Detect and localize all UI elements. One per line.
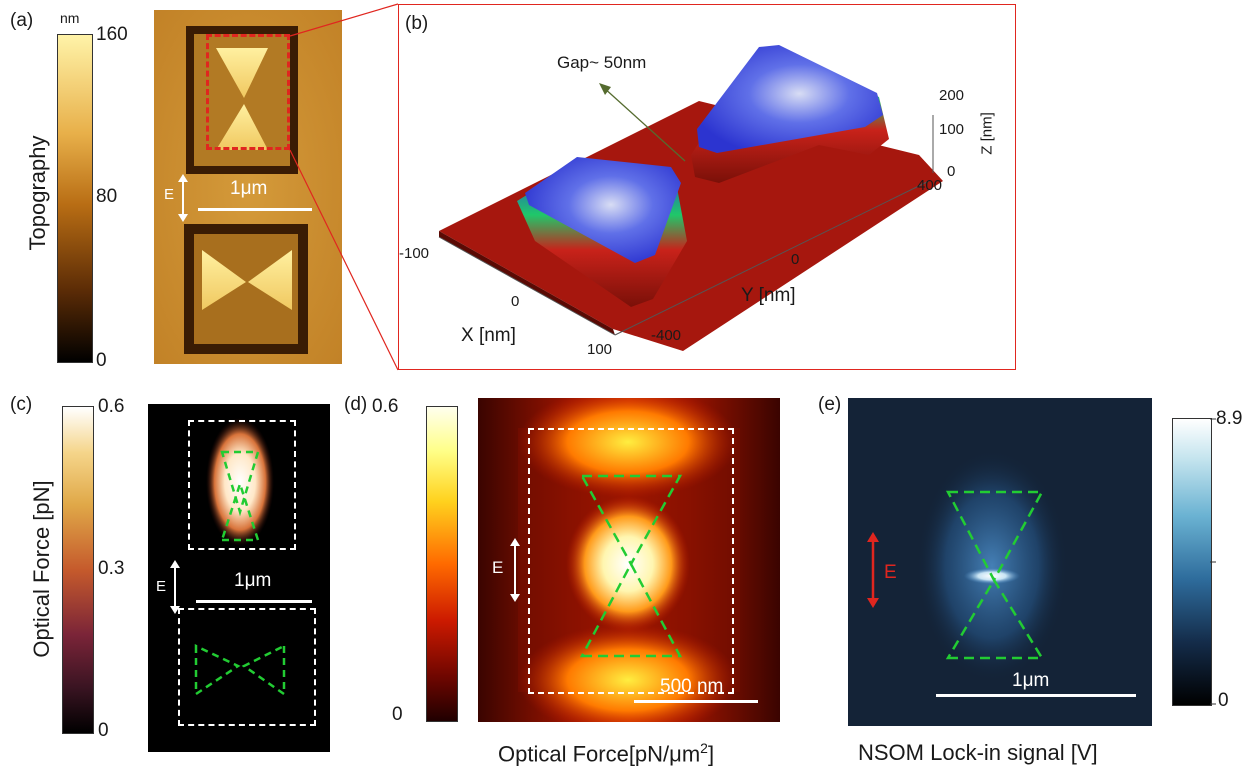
outline-box-d: [528, 428, 734, 694]
force-hotspot-c: [194, 418, 286, 697]
panel-e-label: (e): [818, 394, 842, 415]
e-arrow-e-icon: [867, 532, 879, 608]
gap-annotation: Gap~ 50nm: [557, 53, 647, 72]
x-tick-minus100: -100: [399, 245, 430, 262]
colorbar-a-tick-min: 0: [96, 350, 107, 371]
colorbar-d: [426, 406, 458, 722]
x-tick-0: 0: [511, 293, 520, 310]
caption-d-end: ]: [707, 741, 715, 767]
z-tick-200: 200: [939, 87, 965, 104]
colorbar-e-ticks: [1210, 418, 1216, 705]
y-tick-0: 0: [791, 251, 800, 268]
colorbar-a-title: Topography: [25, 135, 50, 251]
e-arrow-d-icon: [510, 538, 520, 602]
scale-bar-d: [634, 700, 758, 703]
e-arrow-a-icon: [178, 174, 188, 222]
colorbar-a: [57, 34, 93, 363]
nsom-map: [848, 398, 1152, 726]
panel-b-label: (b): [405, 13, 429, 34]
colorbar-e-tick-max: 8.9: [1216, 408, 1243, 429]
e-arrow-c-icon: [170, 560, 180, 614]
caption-e: NSOM Lock-in signal [V]: [858, 740, 1098, 765]
scale-label-d: 500 nm: [660, 676, 724, 697]
panel-c-label: (c): [10, 394, 33, 415]
colorbar-c-tick-mid: 0.3: [98, 558, 125, 579]
panel-a-label: (a): [10, 10, 34, 31]
colorbar-a-tick-mid: 80: [96, 186, 118, 207]
scale-label-a: 1μm: [230, 178, 268, 199]
caption-d: Optical Force[pN/μm2]: [498, 740, 714, 767]
scale-bar-e: [936, 694, 1136, 697]
e-label-e: E: [884, 562, 897, 583]
y-axis-label: Y [nm]: [741, 285, 796, 306]
colorbar-a-tick-max: 160: [96, 24, 128, 45]
scale-bar-a: [198, 208, 312, 211]
panel-b: (b) Gap~ 50: [398, 4, 1016, 370]
scale-label-c: 1μm: [234, 570, 272, 591]
colorbar-c-tick-min: 0: [98, 720, 109, 741]
x-tick-100: 100: [587, 341, 613, 358]
e-label-d: E: [492, 558, 504, 577]
colorbar-d-tick-max: 0.6: [372, 396, 399, 417]
zoom-region-box: [206, 34, 290, 150]
optical-force-simulation-map: [478, 398, 780, 722]
colorbar-a-unit: nm: [60, 10, 80, 26]
z-axis-label: Z [nm]: [978, 112, 996, 155]
colorbar-c-tick-max: 0.6: [98, 396, 125, 417]
colorbar-c-title: Optical Force [pN]: [29, 480, 54, 658]
y-tick-minus400: -400: [651, 327, 682, 344]
panel-d-label: (d): [344, 394, 368, 415]
colorbar-e-tick-min: 0: [1218, 690, 1229, 711]
outline-box-c-top: [188, 420, 296, 550]
y-tick-400: 400: [917, 177, 943, 194]
outline-box-c-bottom: [178, 608, 316, 726]
caption-d-main: Optical Force[pN/μm: [498, 741, 701, 767]
e-label-c: E: [156, 578, 167, 595]
scale-label-e: 1μm: [1012, 670, 1050, 691]
caption-d-sup: 2: [700, 740, 708, 756]
z-tick-0: 0: [947, 163, 956, 180]
colorbar-d-tick-min: 0: [392, 704, 403, 725]
x-axis-label: X [nm]: [461, 325, 516, 346]
colorbar-c: [62, 406, 94, 734]
z-tick-100: 100: [939, 121, 965, 138]
scale-bar-c: [196, 600, 312, 603]
colorbar-e: [1172, 418, 1212, 706]
surface-3d-plot: [438, 45, 943, 351]
e-label-a: E: [164, 186, 175, 203]
